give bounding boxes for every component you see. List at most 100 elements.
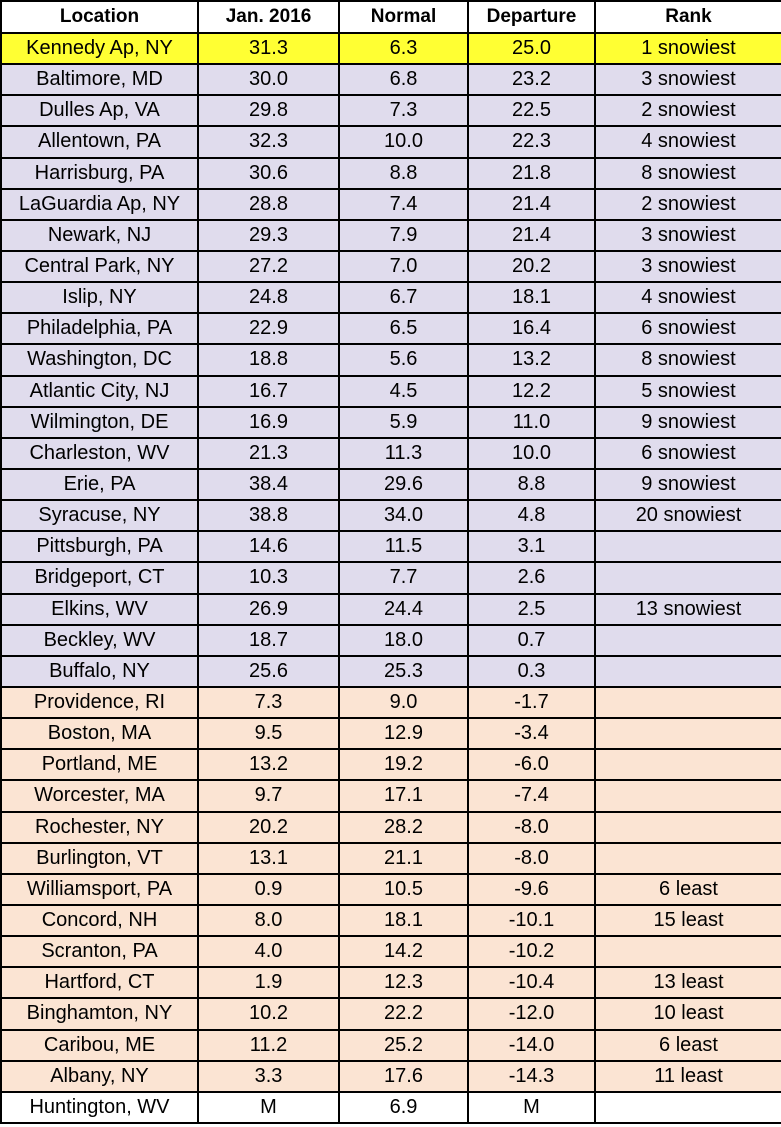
table-row: Washington, DC 18.8 5.6 13.2 8 snowiest	[0, 343, 781, 377]
cell-rank: 20 snowiest	[594, 499, 781, 533]
cell-normal: 25.3	[338, 654, 469, 688]
table-row: Burlington, VT 13.1 21.1 -8.0	[0, 841, 781, 875]
table-row: Baltimore, MD 30.0 6.8 23.2 3 snowiest	[0, 63, 781, 97]
cell-location: Caribou, ME	[0, 1028, 199, 1062]
table-row: Albany, NY 3.3 17.6 -14.3 11 least	[0, 1059, 781, 1093]
cell-departure: 11.0	[467, 405, 596, 439]
cell-location: Huntington, WV	[0, 1090, 199, 1124]
cell-departure: 12.2	[467, 374, 596, 408]
cell-departure: -10.1	[467, 903, 596, 938]
cell-jan-2016: 9.7	[197, 779, 340, 813]
cell-jan-2016: 30.6	[197, 156, 340, 190]
cell-jan-2016: 18.8	[197, 343, 340, 377]
cell-departure: 23.2	[467, 63, 596, 97]
table-row: Wilmington, DE 16.9 5.9 11.0 9 snowiest	[0, 405, 781, 439]
cell-location: Charleston, WV	[0, 436, 199, 470]
cell-location: Burlington, VT	[0, 841, 199, 875]
table-row: Boston, MA 9.5 12.9 -3.4	[0, 717, 781, 751]
cell-jan-2016: 0.9	[197, 872, 340, 906]
cell-departure: -12.0	[467, 997, 596, 1031]
cell-rank: 2 snowiest	[594, 187, 781, 221]
table-row: Worcester, MA 9.7 17.1 -7.4	[0, 779, 781, 813]
cell-normal: 19.2	[338, 748, 469, 782]
table-row: Williamsport, PA 0.9 10.5 -9.6 6 least	[0, 872, 781, 906]
cell-rank	[594, 810, 781, 844]
cell-location: Dulles Ap, VA	[0, 94, 199, 128]
cell-rank: 13 least	[594, 966, 781, 1000]
table-row: Hartford, CT 1.9 12.3 -10.4 13 least	[0, 966, 781, 1000]
cell-jan-2016: 28.8	[197, 187, 340, 221]
cell-departure: -6.0	[467, 748, 596, 782]
table-row: Islip, NY 24.8 6.7 18.1 4 snowiest	[0, 281, 781, 315]
cell-departure: 4.8	[467, 499, 596, 533]
table-row: Huntington, WV M 6.9 M	[0, 1090, 781, 1124]
cell-rank	[594, 717, 781, 751]
cell-jan-2016: 7.3	[197, 685, 340, 720]
cell-departure: -1.7	[467, 685, 596, 720]
table-row: Atlantic City, NJ 16.7 4.5 12.2 5 snowiest	[0, 374, 781, 408]
cell-normal: 18.0	[338, 623, 469, 657]
cell-rank: 6 snowiest	[594, 312, 781, 346]
cell-normal: 11.3	[338, 436, 469, 470]
cell-normal: 6.9	[338, 1090, 469, 1124]
cell-jan-2016: 14.6	[197, 530, 340, 564]
header-jan-2016: Jan. 2016	[197, 0, 340, 34]
cell-rank: 6 least	[594, 1028, 781, 1062]
cell-rank	[594, 1090, 781, 1124]
cell-normal: 24.4	[338, 592, 469, 626]
table-row: Newark, NJ 29.3 7.9 21.4 3 snowiest	[0, 218, 781, 252]
cell-location: Wilmington, DE	[0, 405, 199, 439]
cell-jan-2016: 10.2	[197, 997, 340, 1031]
cell-jan-2016: 4.0	[197, 935, 340, 969]
header-departure: Departure	[467, 0, 596, 34]
cell-departure: -14.0	[467, 1028, 596, 1062]
cell-location: Binghamton, NY	[0, 997, 199, 1031]
cell-jan-2016: 10.3	[197, 561, 340, 595]
table-row: Charleston, WV 21.3 11.3 10.0 6 snowiest	[0, 436, 781, 470]
table-row: Harrisburg, PA 30.6 8.8 21.8 8 snowiest	[0, 156, 781, 190]
cell-departure: 0.7	[467, 623, 596, 657]
cell-departure: -9.6	[467, 872, 596, 906]
cell-normal: 22.2	[338, 997, 469, 1031]
cell-rank	[594, 561, 781, 595]
cell-location: Philadelphia, PA	[0, 312, 199, 346]
cell-normal: 17.1	[338, 779, 469, 813]
cell-jan-2016: 13.2	[197, 748, 340, 782]
table-row: Portland, ME 13.2 19.2 -6.0	[0, 748, 781, 782]
cell-location: Kennedy Ap, NY	[0, 31, 199, 66]
cell-departure: 21.4	[467, 187, 596, 221]
cell-rank: 1 snowiest	[594, 31, 781, 66]
cell-jan-2016: 1.9	[197, 966, 340, 1000]
table-row: Caribou, ME 11.2 25.2 -14.0 6 least	[0, 1028, 781, 1062]
cell-departure: 8.8	[467, 467, 596, 502]
cell-rank: 5 snowiest	[594, 374, 781, 408]
cell-location: Scranton, PA	[0, 935, 199, 969]
cell-location: Providence, RI	[0, 685, 199, 720]
table-row: Philadelphia, PA 22.9 6.5 16.4 6 snowiest	[0, 312, 781, 346]
cell-departure: 2.6	[467, 561, 596, 595]
cell-departure: 22.5	[467, 94, 596, 128]
cell-normal: 7.4	[338, 187, 469, 221]
table-row: Central Park, NY 27.2 7.0 20.2 3 snowiest	[0, 249, 781, 284]
cell-rank	[594, 654, 781, 688]
cell-rank	[594, 779, 781, 813]
cell-departure: -10.2	[467, 935, 596, 969]
cell-normal: 5.9	[338, 405, 469, 439]
cell-jan-2016: 38.8	[197, 499, 340, 533]
cell-location: Elkins, WV	[0, 592, 199, 626]
table-body: Kennedy Ap, NY 31.3 6.3 25.0 1 snowiest Balti…	[0, 31, 781, 1124]
cell-departure: 0.3	[467, 654, 596, 688]
cell-location: Harrisburg, PA	[0, 156, 199, 190]
cell-jan-2016: 29.8	[197, 94, 340, 128]
cell-normal: 12.9	[338, 717, 469, 751]
cell-departure: M	[467, 1090, 596, 1124]
cell-normal: 7.7	[338, 561, 469, 595]
cell-normal: 34.0	[338, 499, 469, 533]
cell-rank: 9 snowiest	[594, 467, 781, 502]
cell-normal: 12.3	[338, 966, 469, 1000]
cell-departure: -10.4	[467, 966, 596, 1000]
cell-location: Newark, NJ	[0, 218, 199, 252]
cell-normal: 28.2	[338, 810, 469, 844]
cell-departure: -8.0	[467, 841, 596, 875]
table-row: Erie, PA 38.4 29.6 8.8 9 snowiest	[0, 467, 781, 502]
